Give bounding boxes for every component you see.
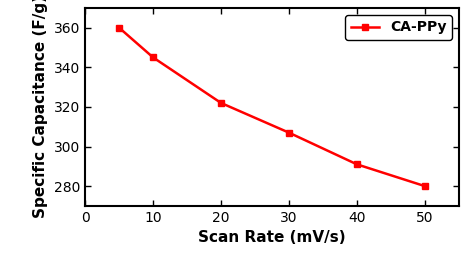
Legend: CA-PPy: CA-PPy	[345, 15, 452, 40]
CA-PPy	[218, 101, 224, 105]
Y-axis label: Specific Capacitance (F/g): Specific Capacitance (F/g)	[34, 0, 48, 218]
Line: CA-PPy: CA-PPy	[115, 24, 429, 190]
CA-PPy	[286, 131, 292, 134]
CA-PPy	[150, 56, 156, 59]
CA-PPy	[422, 185, 428, 188]
CA-PPy	[354, 163, 360, 166]
CA-PPy	[116, 26, 122, 29]
X-axis label: Scan Rate (mV/s): Scan Rate (mV/s)	[198, 230, 346, 245]
